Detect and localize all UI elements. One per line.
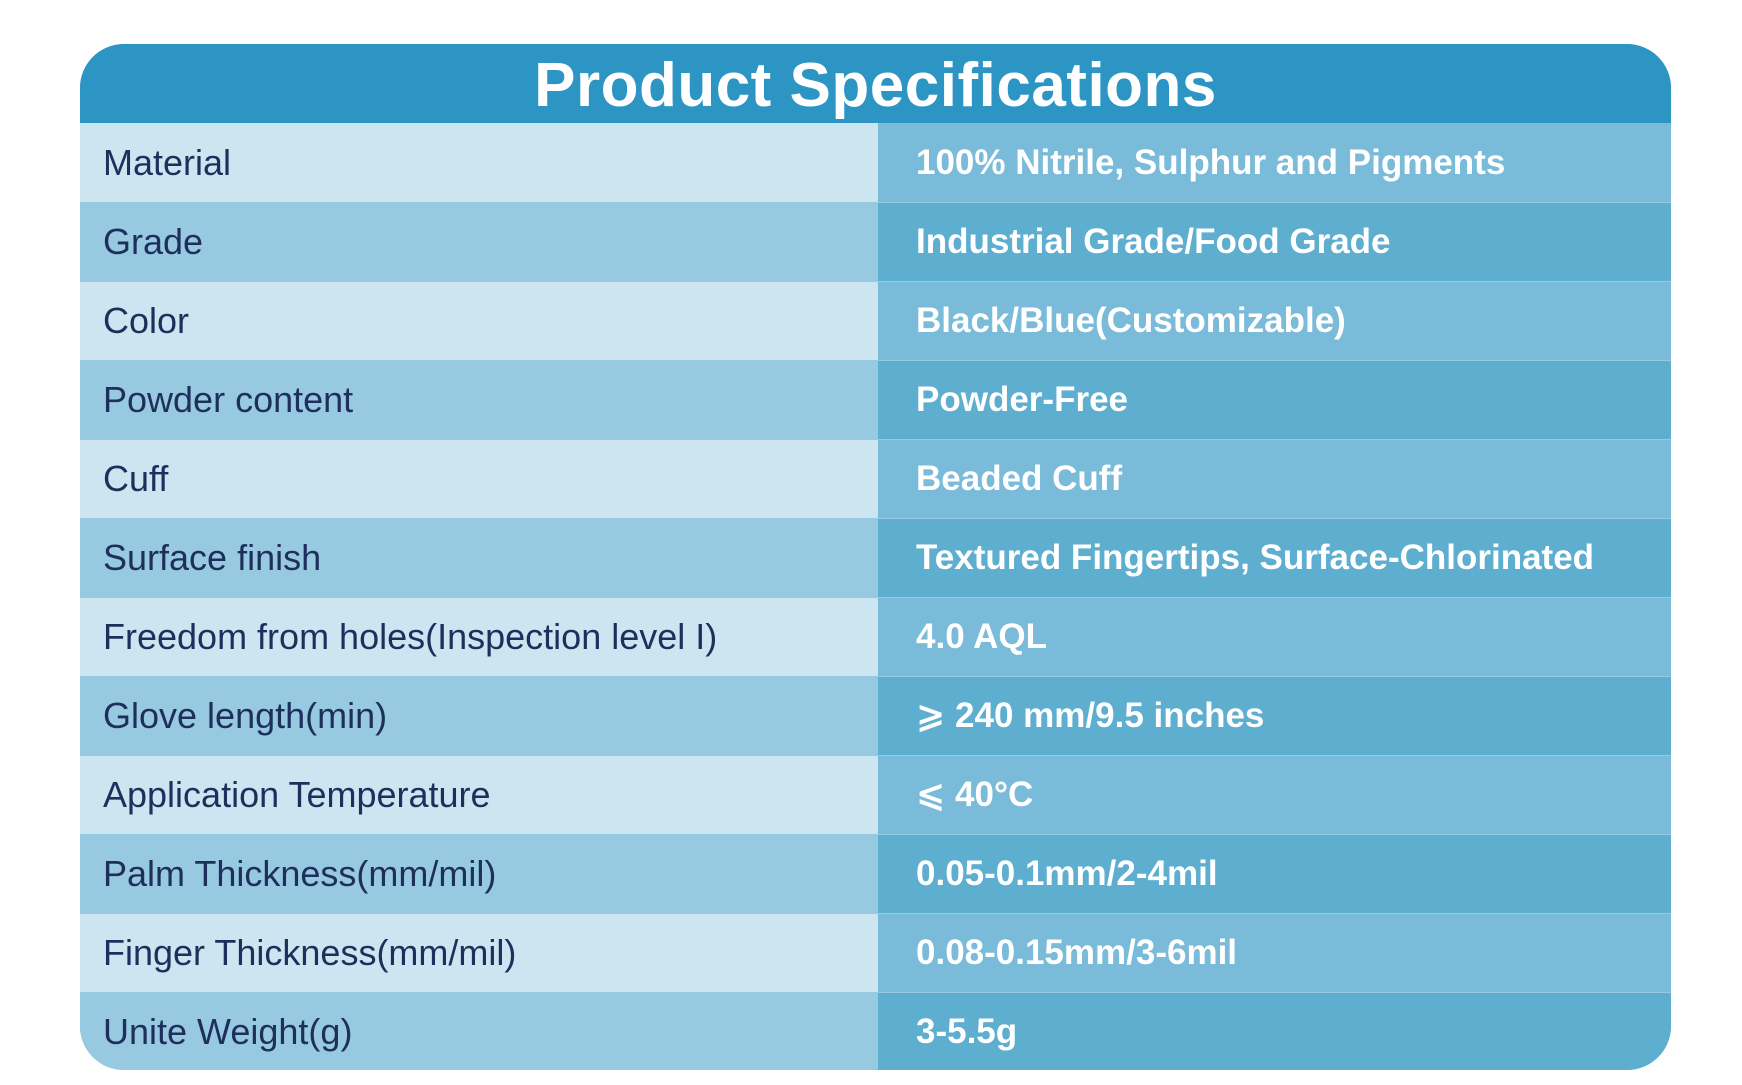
spec-value: 0.05-0.1mm/2-4mil (878, 835, 1671, 913)
spec-row-glove-length: Glove length(min) ⩾ 240 mm/9.5 inches (80, 676, 1671, 755)
spec-row-powder-content: Powder content Powder-Free (80, 360, 1671, 439)
spec-value: 3-5.5g (878, 993, 1671, 1070)
spec-row-cuff: Cuff Beaded Cuff (80, 439, 1671, 518)
spec-value: 0.08-0.15mm/3-6mil (878, 914, 1671, 992)
page-title: Product Specifications (534, 50, 1217, 120)
spec-value: 4.0 AQL (878, 598, 1671, 676)
spec-label: Palm Thickness(mm/mil) (80, 835, 878, 913)
spec-rows: Material 100% Nitrile, Sulphur and Pigme… (80, 123, 1671, 1070)
spec-label: Finger Thickness(mm/mil) (80, 914, 878, 992)
spec-row-unit-weight: Unite Weight(g) 3-5.5g (80, 992, 1671, 1070)
spec-row-color: Color Black/Blue(Customizable) (80, 281, 1671, 360)
spec-label: Material (80, 123, 878, 202)
spec-label: Cuff (80, 440, 878, 518)
spec-label: Surface finish (80, 519, 878, 597)
spec-label: Color (80, 282, 878, 360)
spec-label: Grade (80, 203, 878, 281)
spec-label: Glove length(min) (80, 677, 878, 755)
spec-value: Industrial Grade/Food Grade (878, 203, 1671, 281)
spec-value: 100% Nitrile, Sulphur and Pigments (878, 123, 1671, 202)
spec-label: Freedom from holes(Inspection level I) (80, 598, 878, 676)
spec-label: Unite Weight(g) (80, 993, 878, 1070)
spec-row-finger-thickness: Finger Thickness(mm/mil) 0.08-0.15mm/3-6… (80, 913, 1671, 992)
spec-value: Powder-Free (878, 361, 1671, 439)
spec-value: ⩽ 40°C (878, 756, 1671, 834)
spec-value: Beaded Cuff (878, 440, 1671, 518)
spec-row-freedom-from-holes: Freedom from holes(Inspection level I) 4… (80, 597, 1671, 676)
spec-label: Powder content (80, 361, 878, 439)
spec-row-palm-thickness: Palm Thickness(mm/mil) 0.05-0.1mm/2-4mil (80, 834, 1671, 913)
spec-header: Product Specifications (80, 44, 1671, 123)
spec-row-surface-finish: Surface finish Textured Fingertips, Surf… (80, 518, 1671, 597)
spec-value: Black/Blue(Customizable) (878, 282, 1671, 360)
spec-label: Application Temperature (80, 756, 878, 834)
spec-value: Textured Fingertips, Surface-Chlorinated (878, 519, 1671, 597)
spec-row-application-temperature: Application Temperature ⩽ 40°C (80, 755, 1671, 834)
spec-value: ⩾ 240 mm/9.5 inches (878, 677, 1671, 755)
spec-row-grade: Grade Industrial Grade/Food Grade (80, 202, 1671, 281)
spec-table: Product Specifications Material 100% Nit… (80, 44, 1671, 1070)
spec-row-material: Material 100% Nitrile, Sulphur and Pigme… (80, 123, 1671, 202)
